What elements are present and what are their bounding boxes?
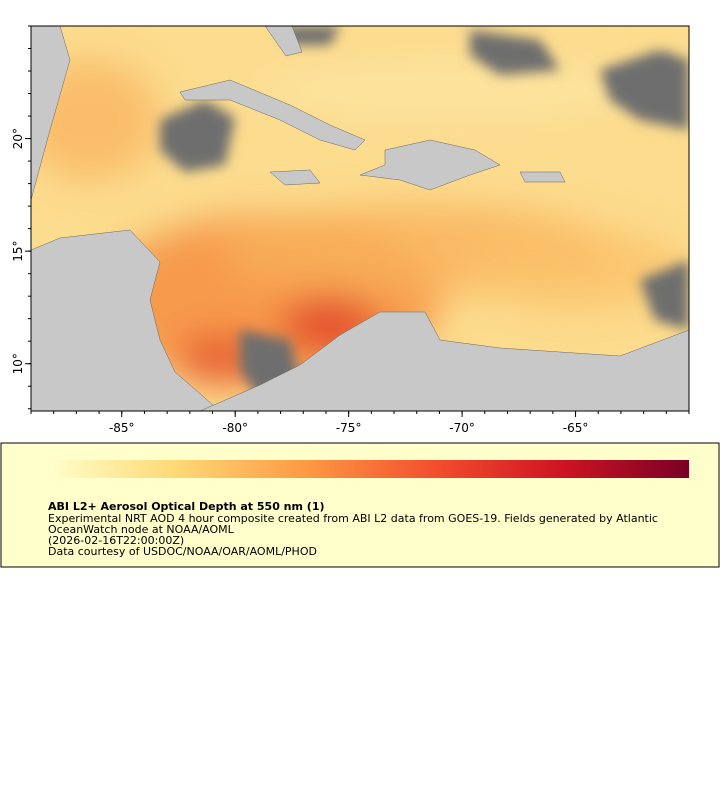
x-tick-label: -80° — [222, 421, 248, 435]
credit: Data courtesy of USDOC/NOAA/OAR/AOML/PHO… — [48, 545, 317, 558]
y-tick-label: 15° — [11, 241, 25, 262]
description: OceanWatch node at NOAA/AOML — [48, 523, 235, 536]
time: (2026-02-16T22:00:00Z) — [48, 534, 184, 547]
x-tick-label: -75° — [336, 421, 362, 435]
colorbar — [47, 460, 689, 478]
legend-title: ABI L2+ Aerosol Optical Depth at 550 nm … — [48, 500, 325, 513]
y-tick-label: 20° — [11, 128, 25, 149]
map-image — [31, 26, 689, 411]
x-tick-label: -65° — [563, 421, 589, 435]
land — [31, 26, 689, 411]
description: Experimental NRT AOD 4 hour composite cr… — [48, 512, 658, 525]
y-tick-label: 10° — [11, 353, 25, 374]
x-tick-label: -70° — [449, 421, 475, 435]
x-tick-label: -85° — [109, 421, 135, 435]
cloud-mask — [160, 26, 689, 400]
map-frame — [30, 25, 690, 412]
